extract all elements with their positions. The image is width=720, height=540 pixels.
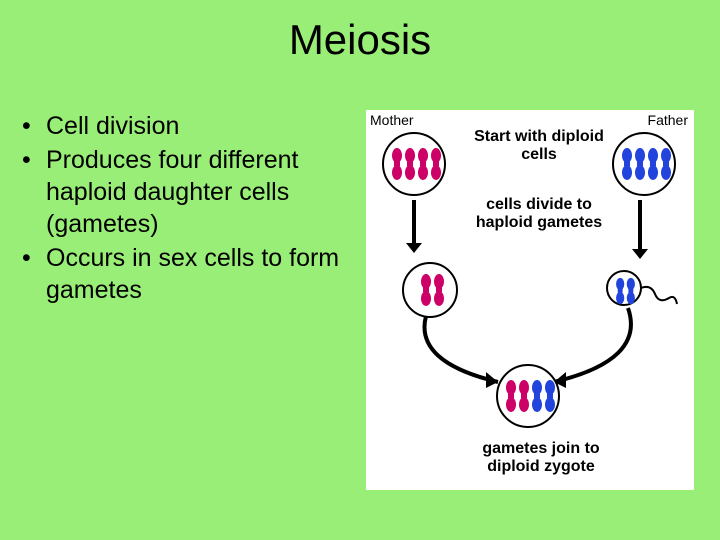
chromosome-icon xyxy=(405,148,415,180)
chromosome-icon xyxy=(418,148,428,180)
slide-title: Meiosis xyxy=(0,0,720,64)
bullet-item: Occurs in sex cells to form gametes xyxy=(22,242,346,306)
chromosome-icon xyxy=(648,148,658,180)
label-father: Father xyxy=(648,112,688,128)
zygote-cell xyxy=(496,364,560,428)
chromosome-icon xyxy=(421,274,431,306)
chromosome-icon xyxy=(635,148,645,180)
chromosome-icon xyxy=(506,380,516,412)
label-start: Start with diploid cells xyxy=(474,128,604,163)
label-join: gametes join to diploid zygote xyxy=(456,440,626,475)
bullet-list: Cell division Produces four different ha… xyxy=(22,84,346,308)
arrow-icon xyxy=(412,200,416,244)
arrow-icon xyxy=(638,200,642,250)
chromosome-icon xyxy=(545,380,555,412)
label-mother: Mother xyxy=(370,112,414,128)
chromosome-icon xyxy=(392,148,402,180)
meiosis-diagram: Mother Father Start with diploid cells c… xyxy=(366,110,694,490)
chromosome-icon xyxy=(434,274,444,306)
bullet-item: Produces four different haploid daughter… xyxy=(22,144,346,240)
slide: Meiosis Cell division Produces four diff… xyxy=(0,0,720,540)
label-divide: cells divide to haploid gametes xyxy=(464,196,614,231)
chromosome-icon xyxy=(519,380,529,412)
chromosome-icon xyxy=(616,278,624,304)
bullet-item: Cell division xyxy=(22,110,346,142)
mother-diploid-cell xyxy=(382,132,446,196)
chromosome-icon xyxy=(622,148,632,180)
chromosome-icon xyxy=(431,148,441,180)
father-haploid-cell xyxy=(606,270,642,306)
chromosome-icon xyxy=(661,148,671,180)
chromosome-icon xyxy=(627,278,635,304)
father-diploid-cell xyxy=(612,132,676,196)
chromosome-icon xyxy=(532,380,542,412)
